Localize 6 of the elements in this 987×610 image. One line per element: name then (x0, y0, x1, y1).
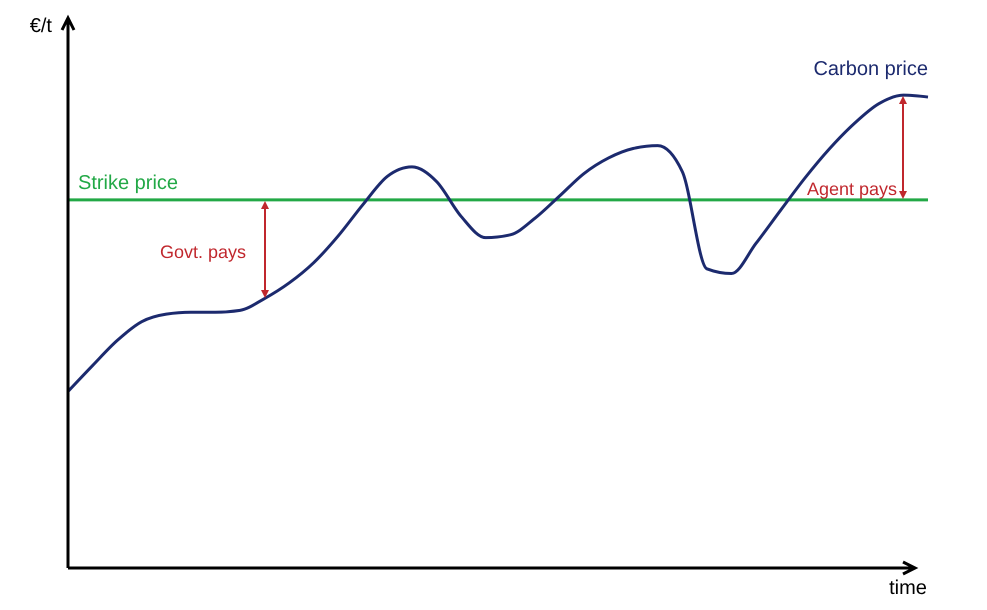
annotation: Govt. pays (160, 242, 246, 262)
annotation: Agent pays (806, 179, 897, 199)
x-axis-title: time (889, 577, 927, 599)
series-label: Carbon price (813, 58, 928, 80)
ref-line-label: Strike price (78, 172, 178, 194)
y-axis-title: €/t (30, 15, 52, 37)
